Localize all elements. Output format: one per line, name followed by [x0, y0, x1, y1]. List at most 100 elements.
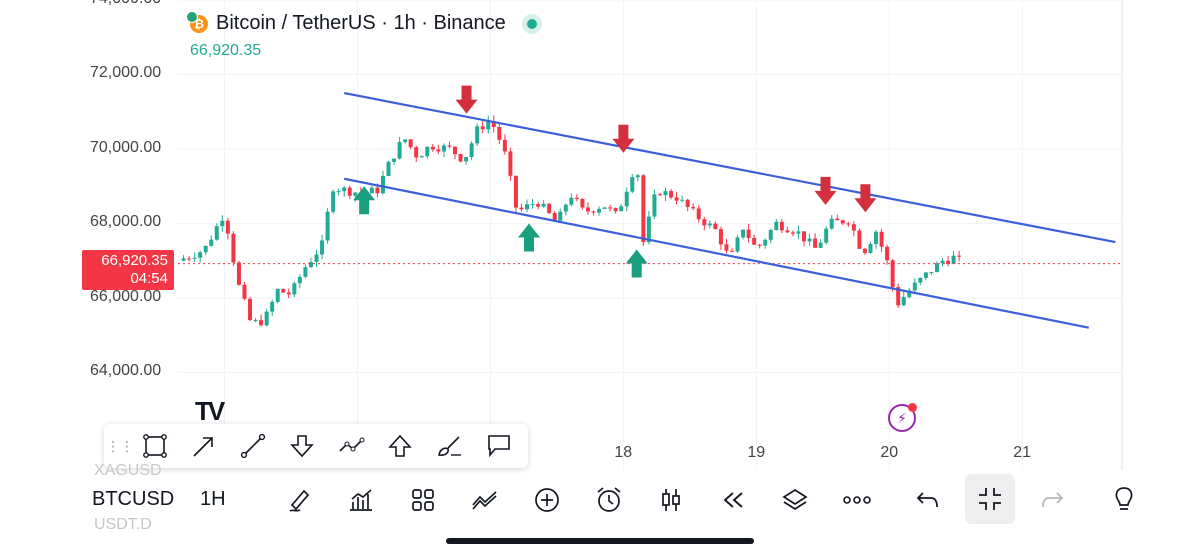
interval-selector[interactable]: 1H — [200, 488, 226, 510]
candle-body — [187, 258, 192, 260]
candle-body — [813, 238, 818, 248]
candle-body — [624, 191, 629, 207]
candle-body — [657, 194, 662, 196]
candle-body — [957, 255, 962, 257]
channel-upper-line — [343, 92, 1116, 244]
candle-body — [763, 239, 768, 246]
candle-body — [525, 204, 530, 210]
candle-body — [314, 254, 319, 262]
alert-icon[interactable] — [589, 480, 629, 520]
arrow-down-marker — [854, 184, 877, 213]
candle-body — [851, 224, 856, 231]
compare-icon[interactable] — [465, 480, 505, 520]
chart-markers — [353, 85, 877, 278]
candle-body — [613, 208, 618, 212]
candle-body — [774, 221, 779, 231]
candle-body — [209, 239, 214, 246]
candle-body — [375, 187, 380, 194]
indicators-icon[interactable] — [341, 480, 381, 520]
price-tick-label: 72,000.00 — [90, 64, 162, 82]
candle-body — [425, 146, 430, 157]
candle-body — [547, 203, 552, 214]
symbol-legend[interactable]: ₿ Bitcoin / TetherUS · 1h · Binance — [186, 10, 542, 35]
candle-body — [414, 147, 419, 158]
candle-body — [275, 289, 280, 302]
candle-body — [641, 175, 646, 243]
price-tick-label: 66,000.00 — [90, 287, 162, 305]
redo-icon[interactable] — [1032, 480, 1072, 520]
path-icon[interactable] — [326, 424, 375, 468]
bar-countdown: 04:54 — [130, 270, 168, 287]
symbol-prev[interactable]: XAGUSD — [94, 462, 162, 479]
chart-type-icon[interactable] — [651, 480, 691, 520]
candle-body — [635, 175, 640, 178]
add-icon[interactable] — [527, 480, 567, 520]
arrow-up-marker-icon[interactable] — [375, 424, 424, 468]
candle-body — [447, 145, 452, 147]
candle-body — [840, 220, 845, 224]
arrow-tool-icon[interactable] — [179, 424, 228, 468]
templates-icon[interactable] — [403, 480, 443, 520]
drag-handle-icon[interactable]: ⋮⋮ — [106, 437, 134, 454]
candle-body — [890, 260, 895, 288]
callout-icon[interactable] — [473, 424, 522, 468]
candle-body — [790, 232, 795, 234]
symbol-selector[interactable]: BTCUSD — [92, 488, 175, 510]
candle-body — [907, 290, 912, 298]
candle-body — [220, 220, 225, 227]
candle-body — [702, 219, 707, 226]
collapse-icon[interactable] — [965, 474, 1015, 524]
candle-body — [768, 230, 773, 240]
layers-icon[interactable] — [775, 480, 815, 520]
idea-icon[interactable] — [1104, 480, 1144, 520]
candle-body — [752, 237, 757, 245]
rectangle-icon[interactable] — [130, 424, 179, 468]
trend-line-icon[interactable] — [228, 424, 277, 468]
candle-body — [303, 267, 308, 277]
candle-body — [862, 248, 867, 253]
candle-body — [630, 177, 635, 192]
candle-body — [918, 277, 923, 283]
flash-icon[interactable]: ⚡ — [888, 403, 917, 432]
bitcoin-icon: ₿ — [186, 10, 208, 33]
candle-body — [574, 197, 579, 200]
candle-body — [729, 250, 734, 252]
time-tick-label: 19 — [747, 444, 766, 461]
candle-body — [580, 199, 585, 208]
candle-body — [934, 263, 939, 273]
candle-body — [408, 139, 413, 148]
arrow-down-marker-icon[interactable] — [277, 424, 326, 468]
candle-body — [746, 229, 751, 238]
arrow-down-marker — [455, 85, 478, 114]
time-tick-label: 18 — [614, 444, 633, 461]
symbol-next[interactable]: USDT.D — [94, 516, 152, 533]
candle-body — [846, 223, 851, 225]
tradingview-logo[interactable]: TV — [195, 396, 225, 426]
arrow-up-marker — [625, 249, 648, 278]
price-tick-label: 68,000.00 — [90, 213, 162, 231]
market-status-icon — [521, 13, 542, 34]
more-icon[interactable] — [837, 480, 877, 520]
candle-body — [597, 208, 602, 213]
candle-body — [835, 218, 840, 221]
candle-body — [225, 220, 230, 234]
brush-icon[interactable] — [424, 424, 473, 468]
candle-body — [308, 261, 313, 268]
candle-body — [181, 258, 186, 261]
candle-body — [619, 206, 624, 212]
undo-icon[interactable] — [908, 480, 948, 520]
candle-body — [663, 191, 668, 196]
candle-body — [707, 223, 712, 226]
price-tick-label: 70,000.00 — [90, 138, 162, 156]
candle-body — [669, 191, 674, 198]
candle-body — [802, 231, 807, 242]
candle-body — [342, 187, 347, 192]
candle-body — [392, 158, 397, 162]
price-tick-label: 74,000.00 — [90, 0, 161, 8]
replay-icon[interactable] — [713, 480, 753, 520]
candle-body — [796, 231, 801, 234]
draw-icon[interactable] — [279, 480, 319, 520]
candle-body — [951, 255, 956, 264]
chart-grid — [178, 0, 1123, 470]
